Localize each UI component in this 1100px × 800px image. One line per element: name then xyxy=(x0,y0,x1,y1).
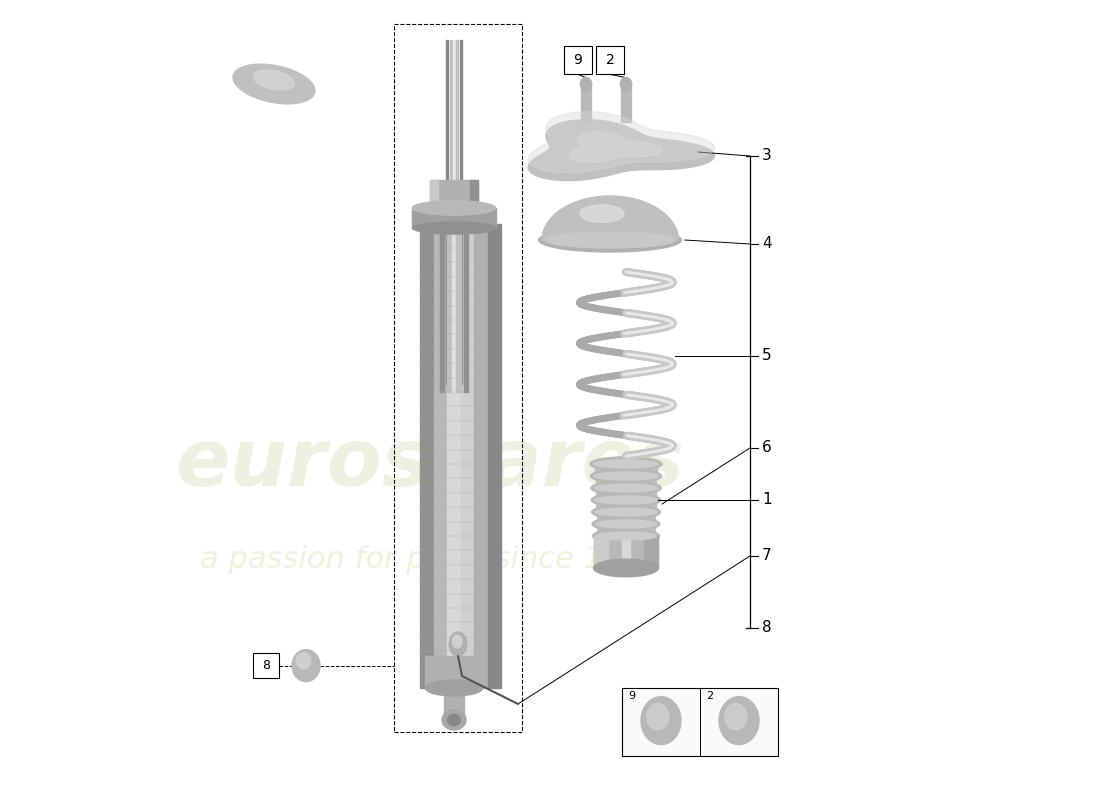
Polygon shape xyxy=(253,70,295,90)
FancyBboxPatch shape xyxy=(253,653,278,678)
Text: 4: 4 xyxy=(762,237,771,251)
Ellipse shape xyxy=(542,231,678,249)
Bar xyxy=(426,656,483,688)
Ellipse shape xyxy=(595,520,657,528)
Bar xyxy=(594,536,659,568)
Ellipse shape xyxy=(581,78,592,90)
Ellipse shape xyxy=(595,496,658,504)
Bar xyxy=(596,500,656,512)
Polygon shape xyxy=(569,132,662,162)
Text: 5: 5 xyxy=(762,349,771,363)
Bar xyxy=(446,40,448,384)
Bar xyxy=(597,512,656,524)
Ellipse shape xyxy=(580,205,624,222)
Bar xyxy=(430,180,478,208)
Text: 6: 6 xyxy=(762,441,772,455)
Ellipse shape xyxy=(591,469,661,483)
Ellipse shape xyxy=(594,472,658,480)
Polygon shape xyxy=(725,703,747,730)
FancyBboxPatch shape xyxy=(563,46,593,74)
Ellipse shape xyxy=(591,493,661,507)
Ellipse shape xyxy=(442,710,466,730)
Bar xyxy=(621,688,778,756)
Ellipse shape xyxy=(594,484,658,492)
Bar xyxy=(474,224,487,688)
Ellipse shape xyxy=(539,228,681,252)
Polygon shape xyxy=(233,64,315,104)
Ellipse shape xyxy=(594,460,659,468)
Ellipse shape xyxy=(590,457,662,471)
Text: 8: 8 xyxy=(262,659,270,672)
Ellipse shape xyxy=(412,201,496,215)
Bar xyxy=(644,536,659,568)
Polygon shape xyxy=(641,697,681,745)
Ellipse shape xyxy=(593,529,660,543)
Ellipse shape xyxy=(594,559,659,577)
Bar xyxy=(448,224,461,688)
Text: a passion for parts since 1985: a passion for parts since 1985 xyxy=(199,546,660,574)
Ellipse shape xyxy=(452,635,462,648)
Bar xyxy=(621,84,630,122)
Text: 3: 3 xyxy=(762,149,772,163)
Bar xyxy=(470,180,478,208)
Polygon shape xyxy=(528,112,715,173)
Text: 8: 8 xyxy=(762,621,771,635)
Text: 9: 9 xyxy=(628,691,635,701)
Bar xyxy=(440,192,444,392)
Bar xyxy=(597,524,654,536)
Ellipse shape xyxy=(596,532,657,540)
Ellipse shape xyxy=(296,653,311,669)
Ellipse shape xyxy=(592,505,660,519)
Text: 2: 2 xyxy=(606,53,615,67)
Bar xyxy=(463,192,469,392)
Ellipse shape xyxy=(292,650,320,682)
Ellipse shape xyxy=(591,481,661,495)
Bar xyxy=(623,536,629,568)
Polygon shape xyxy=(528,120,715,181)
Ellipse shape xyxy=(448,714,461,726)
Text: 9: 9 xyxy=(573,53,582,67)
Bar xyxy=(452,192,456,392)
Bar xyxy=(450,40,452,384)
Bar xyxy=(430,180,439,208)
Bar xyxy=(456,192,461,392)
Ellipse shape xyxy=(546,232,674,248)
Bar xyxy=(461,224,474,688)
Bar xyxy=(420,224,433,688)
Ellipse shape xyxy=(412,222,496,234)
Bar xyxy=(596,488,656,500)
Ellipse shape xyxy=(449,632,466,656)
Bar xyxy=(456,40,459,384)
FancyBboxPatch shape xyxy=(595,46,625,74)
Bar xyxy=(581,84,591,122)
Bar xyxy=(394,24,522,732)
Polygon shape xyxy=(542,196,678,240)
Polygon shape xyxy=(719,697,759,745)
Bar xyxy=(433,224,448,688)
Bar xyxy=(594,536,608,568)
Text: 1: 1 xyxy=(762,493,771,507)
Bar xyxy=(443,688,464,720)
Text: eurospares: eurospares xyxy=(176,425,684,503)
Bar xyxy=(487,224,500,688)
Text: 7: 7 xyxy=(762,549,771,563)
Bar xyxy=(447,192,452,392)
Bar xyxy=(453,40,455,384)
Bar xyxy=(460,40,462,384)
Ellipse shape xyxy=(592,517,660,531)
Ellipse shape xyxy=(620,78,631,90)
Polygon shape xyxy=(647,703,669,730)
Ellipse shape xyxy=(426,680,483,696)
Bar xyxy=(595,464,657,476)
Ellipse shape xyxy=(595,508,657,516)
Bar xyxy=(596,476,657,488)
Text: 2: 2 xyxy=(706,691,713,701)
Bar xyxy=(412,208,496,228)
